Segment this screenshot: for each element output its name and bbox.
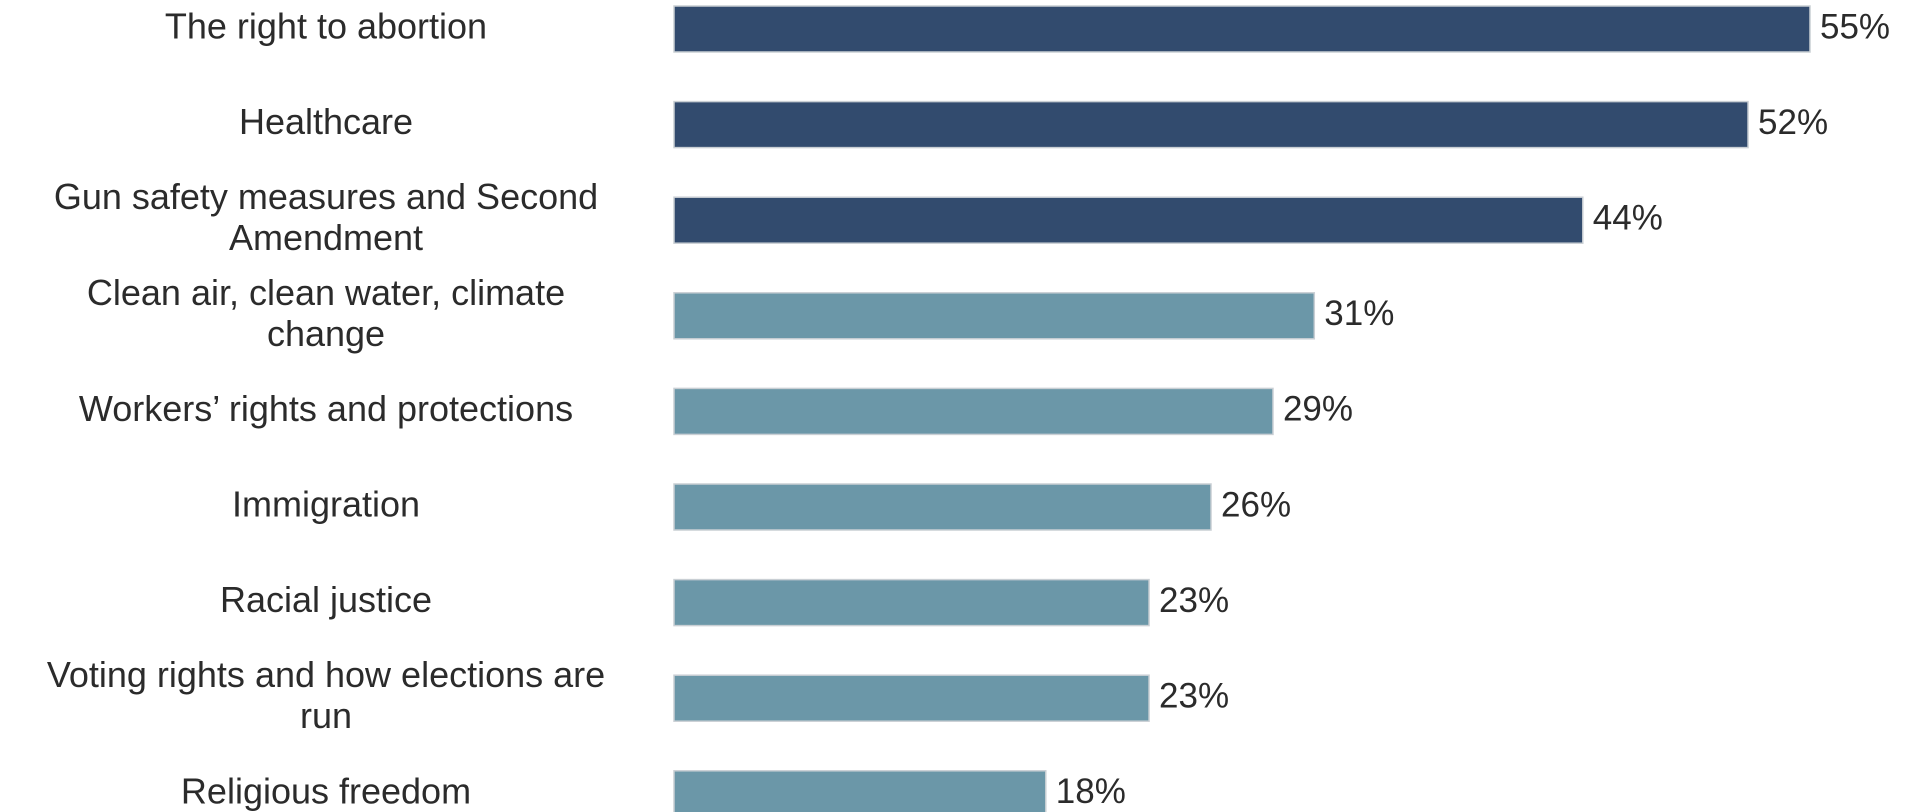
category-label-line: The right to abortion xyxy=(165,6,487,47)
category-label-line: Healthcare xyxy=(239,101,413,142)
bar xyxy=(673,292,1316,340)
bar xyxy=(673,5,1811,53)
category-label: Religious freedom xyxy=(181,770,471,811)
category-label-line: Workers’ rights and protections xyxy=(79,388,573,429)
value-label: 18% xyxy=(1056,772,1126,811)
category-label: Racial justice xyxy=(220,579,432,620)
category-label-line: Racial justice xyxy=(220,579,432,620)
category-label: Voting rights and how elections are run xyxy=(47,654,605,736)
value-label: 23% xyxy=(1159,581,1229,620)
bar xyxy=(673,674,1150,722)
category-label-line: run xyxy=(300,695,352,736)
category-label-line: Voting rights and how elections are xyxy=(47,654,605,695)
bar xyxy=(673,196,1584,244)
bar xyxy=(673,483,1212,531)
bar xyxy=(673,770,1047,812)
bar xyxy=(673,578,1150,627)
category-label: Workers’ rights and protections xyxy=(79,388,573,429)
category-label-line: change xyxy=(267,313,385,354)
category-label: Gun safety measures and Second Amendment xyxy=(54,176,598,258)
category-label: Clean air, clean water, climate change xyxy=(87,272,565,354)
value-label: 52% xyxy=(1758,103,1828,142)
category-label-line: Gun safety measures and Second xyxy=(54,176,598,217)
category-label: The right to abortion xyxy=(165,6,487,47)
bar xyxy=(673,100,1749,149)
category-label-line: Immigration xyxy=(232,484,420,525)
category-label: Immigration xyxy=(232,484,420,525)
value-label: 31% xyxy=(1324,294,1394,333)
category-label-line: Religious freedom xyxy=(181,770,471,811)
value-label: 44% xyxy=(1593,198,1663,237)
category-label-line: Amendment xyxy=(229,217,423,258)
value-label: 55% xyxy=(1820,7,1890,46)
value-label: 26% xyxy=(1221,485,1291,524)
category-label-line: Clean air, clean water, climate xyxy=(87,272,565,313)
value-label: 23% xyxy=(1159,676,1229,715)
category-label: Healthcare xyxy=(239,101,413,142)
value-label: 29% xyxy=(1283,390,1353,429)
bar xyxy=(673,387,1274,436)
